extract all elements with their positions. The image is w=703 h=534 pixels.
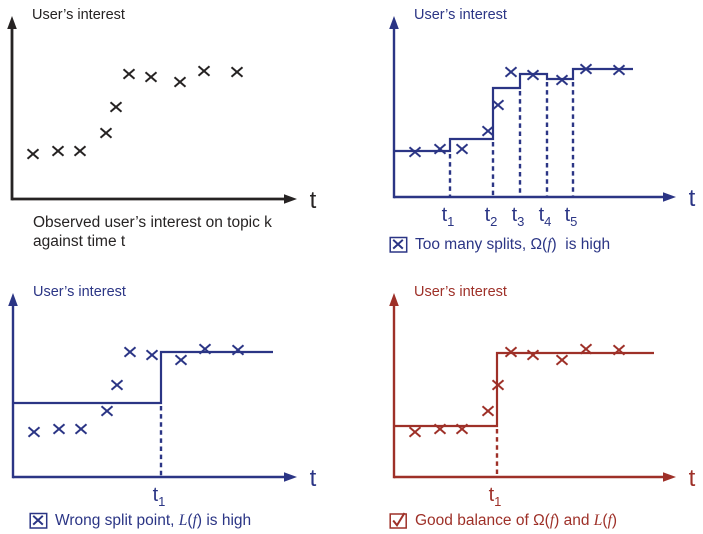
split-label: t1 (153, 484, 166, 509)
x-mark (73, 145, 87, 157)
caption-too-many-splits: Too many splits, Ω(f) is high (389, 235, 610, 254)
x-box-icon (29, 512, 48, 529)
plot-wrong-split-point: User’s interest t t1 (8, 284, 317, 509)
x-mark (173, 76, 187, 88)
x-mark (144, 71, 158, 83)
x-mark (408, 146, 422, 158)
x-mark (231, 344, 245, 356)
x-mark (612, 344, 626, 356)
split-label: t1 (489, 484, 502, 509)
x-mark (481, 405, 495, 417)
plot-too-many-splits: User’s interest t t1 t2 t3 t4 t5 (389, 7, 696, 229)
x-mark (74, 423, 88, 435)
x-mark (123, 346, 137, 358)
x-axis-arrow-icon (663, 192, 676, 202)
x-mark (145, 349, 159, 361)
panel-good-balance: User’s interest t t1 Good balance of Ω(f) … (352, 267, 703, 534)
caption-text: Too many splits, Ω(f) is high (415, 236, 611, 253)
panel-observed: User’s interest t Observed user’s interes… (0, 0, 352, 267)
x-mark (455, 143, 469, 155)
x-mark (109, 101, 123, 113)
caption-wrong-split-point: Wrong split point, L(f) is high (29, 511, 251, 530)
x-axis-label: t (310, 465, 317, 492)
y-axis-arrow-icon (389, 293, 399, 306)
y-axis-arrow-icon (8, 293, 18, 306)
caption-text: Good balance of Ω(f) and L(f) (415, 512, 618, 529)
x-box-icon (389, 236, 408, 253)
x-mark (230, 66, 244, 78)
x-mark (110, 379, 124, 391)
panel-too-many-splits: User’s interest t t1 t2 t3 t4 t5 Too many spli… (352, 0, 703, 267)
x-mark (579, 63, 593, 75)
x-mark (174, 354, 188, 366)
plot-good-balance: User’s interest t t1 (389, 284, 696, 509)
x-mark (122, 68, 136, 80)
split-label: t5 (565, 204, 578, 229)
y-axis-arrow-icon (389, 16, 399, 29)
y-axis-label: User’s interest (32, 7, 125, 23)
panel-note-line1: Observed user’s interest on topic k (33, 214, 272, 231)
split-label: t3 (512, 204, 525, 229)
plot-observed-scatter: User’s interest t (7, 7, 317, 214)
split-label: t1 (442, 204, 455, 229)
x-mark (612, 64, 626, 76)
x-mark (100, 405, 114, 417)
x-mark (408, 426, 422, 438)
x-mark (197, 65, 211, 77)
caption-text: Wrong split point, L(f) is high (55, 512, 252, 529)
step-function-line (394, 351, 654, 428)
x-axis-label: t (689, 465, 696, 492)
panel-wrong-split-point: User’s interest t t1 Wrong split point, L(… (0, 267, 352, 534)
x-mark (455, 423, 469, 435)
x-mark (99, 127, 113, 139)
x-mark (27, 426, 41, 438)
x-mark (52, 423, 66, 435)
step-function-line (394, 67, 633, 153)
x-mark (579, 343, 593, 355)
y-axis-label: User’s interest (414, 7, 507, 23)
x-mark (504, 346, 518, 358)
x-mark (491, 99, 505, 111)
x-axis-label: t (689, 185, 696, 212)
step-function-line (13, 350, 273, 405)
y-axis-label: User’s interest (414, 284, 507, 300)
split-label: t4 (539, 204, 552, 229)
panel-note-line2: against time t (33, 233, 126, 250)
y-axis-arrow-icon (7, 16, 17, 29)
caption-good-balance: Good balance of Ω(f) and L(f) (389, 511, 617, 530)
x-mark (555, 74, 569, 86)
x-mark (198, 343, 212, 355)
x-mark (504, 66, 518, 78)
x-mark (433, 143, 447, 155)
split-label: t2 (485, 204, 498, 229)
y-axis-label: User’s interest (33, 284, 126, 300)
check-box-icon (389, 512, 408, 529)
x-axis-arrow-icon (284, 194, 297, 204)
x-mark (51, 145, 65, 157)
x-mark (433, 423, 447, 435)
x-mark (491, 379, 505, 391)
x-axis-label: t (310, 187, 317, 214)
x-axis-arrow-icon (663, 472, 676, 482)
x-mark (481, 125, 495, 137)
x-mark (26, 148, 40, 160)
x-mark (526, 69, 540, 81)
x-mark (555, 354, 569, 366)
x-mark (526, 349, 540, 361)
panel-note: Observed user’s interest on topic k agai… (33, 213, 272, 251)
x-axis-arrow-icon (284, 472, 297, 482)
